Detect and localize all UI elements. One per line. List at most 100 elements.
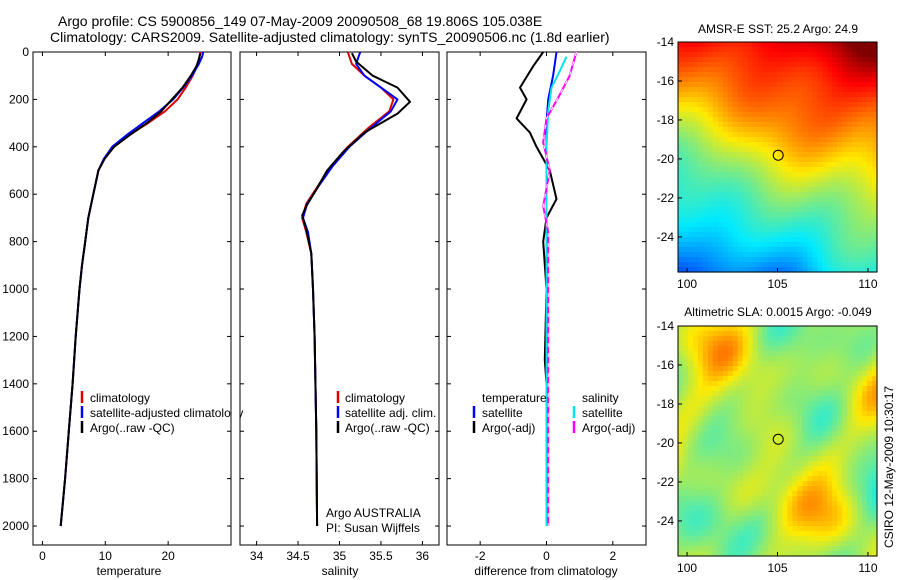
heatmap-cell bbox=[807, 97, 813, 103]
heatmap-cell bbox=[707, 401, 714, 407]
heatmap-cell bbox=[817, 82, 823, 88]
heatmap-cell bbox=[827, 481, 833, 487]
heatmap-cell bbox=[832, 366, 838, 372]
heatmap-cell bbox=[767, 511, 774, 517]
heatmap-cell bbox=[697, 461, 704, 467]
heatmap-cell bbox=[687, 421, 694, 427]
heatmap-cell bbox=[837, 207, 843, 213]
heatmap-cell bbox=[802, 361, 808, 367]
heatmap-cell bbox=[678, 446, 684, 452]
heatmap-cell bbox=[842, 351, 848, 357]
heatmap-cell bbox=[747, 491, 754, 497]
heatmap-cell bbox=[687, 52, 694, 58]
heatmap-cell bbox=[867, 486, 873, 492]
heatmap-cell bbox=[782, 247, 789, 253]
heatmap-cell bbox=[837, 232, 843, 238]
heatmap-cell bbox=[807, 406, 813, 412]
heatmap-cell bbox=[862, 346, 868, 352]
heatmap-cell bbox=[827, 67, 833, 73]
heatmap-cell bbox=[837, 217, 843, 223]
heatmap-cell bbox=[872, 536, 878, 542]
heatmap-cell bbox=[692, 511, 699, 517]
heatmap-cell bbox=[712, 441, 719, 447]
heatmap-cell bbox=[722, 152, 729, 158]
heatmap-cell bbox=[852, 157, 858, 163]
heatmap-cell bbox=[812, 112, 818, 118]
heatmap-cell bbox=[687, 87, 694, 93]
heatmap-cell bbox=[762, 192, 769, 198]
heatmap-cell bbox=[692, 257, 699, 263]
heatmap-cell bbox=[717, 416, 724, 422]
heatmap-cell bbox=[827, 102, 833, 108]
heatmap-cell bbox=[752, 67, 759, 73]
heatmap-cell bbox=[762, 112, 769, 118]
heatmap-cell bbox=[792, 411, 798, 417]
heatmap-cell bbox=[742, 97, 749, 103]
heatmap-cell bbox=[762, 486, 769, 492]
heatmap-cell bbox=[692, 346, 699, 352]
heatmap-cell bbox=[842, 62, 848, 68]
heatmap-cell bbox=[797, 122, 803, 128]
heatmap-cell bbox=[682, 92, 689, 98]
heatmap-cell bbox=[807, 232, 813, 238]
heatmap-cell bbox=[712, 396, 719, 402]
heatmap-cell bbox=[737, 157, 744, 163]
heatmap-cell bbox=[857, 546, 863, 552]
heatmap-cell bbox=[817, 361, 823, 367]
heatmap-cell bbox=[707, 516, 714, 522]
heatmap-cell bbox=[852, 122, 858, 128]
heatmap-cell bbox=[678, 82, 684, 88]
heatmap-cell bbox=[852, 541, 858, 547]
heatmap-cell bbox=[852, 371, 858, 377]
heatmap-cell bbox=[678, 212, 684, 218]
heatmap-cell bbox=[742, 396, 749, 402]
heatmap-cell bbox=[822, 511, 828, 517]
heatmap-cell bbox=[847, 526, 853, 532]
heatmap-cell bbox=[782, 441, 789, 447]
heatmap-cell bbox=[687, 511, 694, 517]
heatmap-cell bbox=[732, 212, 739, 218]
heatmap-cell bbox=[847, 481, 853, 487]
heatmap-cell bbox=[822, 252, 828, 258]
heatmap-cell bbox=[747, 411, 754, 417]
heatmap-cell bbox=[732, 551, 739, 557]
heatmap-cell bbox=[802, 521, 808, 527]
heatmap-cell bbox=[707, 77, 714, 83]
heatmap-cell bbox=[847, 461, 853, 467]
heatmap-cell bbox=[737, 147, 744, 153]
heatmap-cell bbox=[872, 431, 878, 437]
difference-ticks: -2 0 2 bbox=[447, 51, 646, 563]
heatmap-cell bbox=[717, 371, 724, 377]
heatmap-cell bbox=[692, 391, 699, 397]
heatmap-cell bbox=[782, 257, 789, 263]
heatmap-cell bbox=[782, 376, 789, 382]
heatmap-cell bbox=[767, 72, 774, 78]
heatmap-cell bbox=[707, 232, 714, 238]
heatmap-cell bbox=[712, 167, 719, 173]
heatmap-cell bbox=[682, 62, 689, 68]
heatmap-cell bbox=[742, 77, 749, 83]
heatmap-cell bbox=[847, 456, 853, 462]
heatmap-cell bbox=[797, 541, 803, 547]
heatmap-cell bbox=[847, 351, 853, 357]
heatmap-cell bbox=[717, 92, 724, 98]
heatmap-cell bbox=[682, 177, 689, 183]
heatmap-cell bbox=[678, 237, 684, 243]
heatmap-cell bbox=[842, 516, 848, 522]
heatmap-cell bbox=[822, 396, 828, 402]
heatmap-cell bbox=[782, 481, 789, 487]
heatmap-cell bbox=[767, 192, 774, 198]
heatmap-cell bbox=[827, 122, 833, 128]
heatmap-cell bbox=[727, 486, 734, 492]
heatmap-cell bbox=[792, 451, 798, 457]
heatmap-cell bbox=[787, 511, 794, 517]
heatmap-cell bbox=[752, 551, 759, 557]
heatmap-cell bbox=[772, 406, 779, 412]
heatmap-cell bbox=[867, 386, 873, 392]
heatmap-cell bbox=[762, 511, 769, 517]
heatmap-cell bbox=[702, 511, 709, 517]
heatmap-cell bbox=[842, 551, 848, 557]
heatmap-cell bbox=[852, 67, 858, 73]
heatmap-cell bbox=[692, 411, 699, 417]
heatmap-cell bbox=[812, 77, 818, 83]
